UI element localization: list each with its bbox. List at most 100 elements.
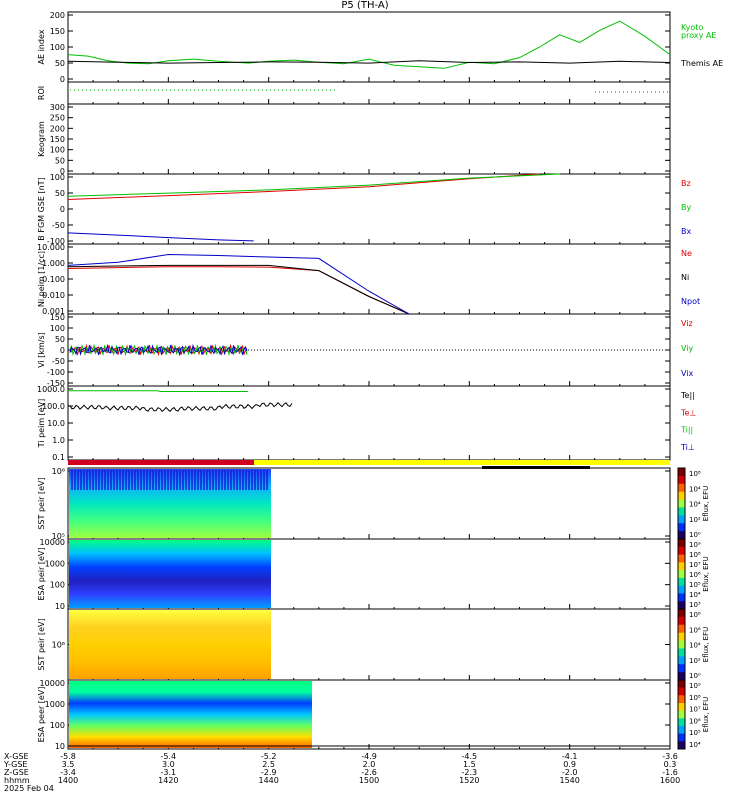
panel-ylabel: Vi [km/s] xyxy=(37,332,46,368)
ni-series-line xyxy=(67,264,410,315)
ytick-label: 100 xyxy=(50,581,65,590)
colorbar-tick: 10⁶ xyxy=(689,571,701,579)
ytick-label: -50 xyxy=(52,221,65,230)
ytick-label: 50 xyxy=(55,335,65,344)
vi-series-line xyxy=(69,343,248,357)
colorbar-swatch xyxy=(678,585,685,594)
ytick-label: 1000 xyxy=(45,559,65,568)
xaxis-tick-label: -2.6 xyxy=(361,768,377,777)
colorbar-swatch xyxy=(678,648,685,657)
colorbar-tick: 10³ xyxy=(689,601,701,609)
b-series-line xyxy=(67,232,254,242)
legend-label: Ti⊥ xyxy=(680,443,695,452)
colorbar-swatch xyxy=(678,475,685,485)
colorbar-tick: 10⁰ xyxy=(689,531,701,539)
xaxis-tick-label: 2.5 xyxy=(262,760,275,769)
ytick-label: 200 xyxy=(50,11,65,20)
panel-ylabel: Ni peim [1/cc] xyxy=(37,251,46,307)
ytick-label: 10000 xyxy=(40,538,65,547)
legend-label: Ti|| xyxy=(680,426,693,435)
legend-label: Ne xyxy=(681,249,692,258)
colorbar-swatch xyxy=(678,680,685,689)
colorbar-swatch xyxy=(678,703,685,712)
xaxis-tick-label: -4.1 xyxy=(562,752,578,761)
figure-title: P5 (TH-A) xyxy=(341,0,389,11)
xaxis-row-label: hhmm xyxy=(4,776,30,785)
ytick-label: 10.000 xyxy=(37,243,65,252)
ytick-label: 0.010 xyxy=(42,291,65,300)
ytick-label: 0 xyxy=(60,346,65,355)
colorbar-swatch xyxy=(678,710,685,719)
ytick-label: 10.0 xyxy=(47,419,65,428)
panel-ylabel: B FGM GSE [nT] xyxy=(37,177,46,240)
spectrogram-esa-electron xyxy=(69,681,312,748)
legend-label: proxy AE xyxy=(681,31,716,40)
colorbar-tick: 10⁶ xyxy=(689,717,701,725)
colorbar-swatch xyxy=(678,562,685,571)
colorbar-tick: 10⁵ xyxy=(689,581,701,589)
legend-label: Ni xyxy=(681,273,689,282)
colorbar-label: Eflux, EFU xyxy=(702,697,710,732)
panel-ylabel: SST peir [eV] xyxy=(37,618,46,670)
colorbar-swatch xyxy=(678,672,685,681)
colorbar-swatch xyxy=(678,601,685,610)
colorbar-swatch xyxy=(678,616,685,626)
colorbar-swatch xyxy=(678,632,685,642)
colorbar-swatch xyxy=(678,507,685,516)
xaxis-tick-label: 1540 xyxy=(559,776,579,785)
colorbar-tick: 10⁹ xyxy=(689,682,701,690)
mode-bar-red xyxy=(68,460,254,465)
panel-ylabel: Keogram xyxy=(37,121,46,157)
colorbar xyxy=(677,538,686,610)
ytick-label: 1.0 xyxy=(52,436,65,445)
colorbar-tick: 10⁸ xyxy=(689,551,701,559)
colorbar-swatch xyxy=(678,640,685,649)
colorbar-swatch xyxy=(678,499,685,508)
colorbar-swatch xyxy=(678,726,685,735)
colorbar-swatch xyxy=(678,609,685,618)
spectrogram-esa-ion xyxy=(69,540,271,608)
xaxis-tick-label: -5.2 xyxy=(261,752,277,761)
ytick-label: 100 xyxy=(50,324,65,333)
colorbar-swatch xyxy=(678,570,685,579)
colorbar-tick: 10² xyxy=(689,657,701,665)
xaxis-row-label: 2025 Feb 04 xyxy=(4,784,54,793)
colorbar-swatch xyxy=(678,718,685,727)
panel-ylabel: ROI xyxy=(37,86,46,100)
colorbar-swatch xyxy=(678,733,685,742)
colorbar-tick: 10⁴ xyxy=(689,501,701,509)
colorbar-tick: 10² xyxy=(689,516,701,524)
xaxis-tick-label: 3.0 xyxy=(162,760,175,769)
mode-bar-yellow xyxy=(254,460,670,465)
xaxis-tick-label: -5.8 xyxy=(60,752,76,761)
colorbar-tick: 10⁷ xyxy=(689,561,701,569)
legend-label: Bz xyxy=(681,179,691,188)
ytick-label: -150 xyxy=(47,379,65,388)
eclipse-bar xyxy=(482,466,590,469)
colorbar-swatch xyxy=(678,515,685,524)
legend-label: Vix xyxy=(681,369,694,378)
colorbar-tick: 10⁷ xyxy=(689,706,701,714)
ytick-label: 0 xyxy=(60,205,65,214)
b-series-line xyxy=(67,173,560,197)
ytick-label: 0.100 xyxy=(42,275,65,284)
colorbar-tick: 10⁴ xyxy=(689,741,701,749)
colorbar-tick: 10⁴ xyxy=(689,485,701,493)
legend-label: Themis AE xyxy=(680,59,723,68)
xaxis-tick-label: -2.3 xyxy=(462,768,478,777)
ytick-label: 150 xyxy=(50,27,65,36)
colorbar-swatch xyxy=(678,695,685,704)
panel-ylabel: Ti peim [eV] xyxy=(37,399,46,449)
panel-frame xyxy=(67,103,671,175)
xaxis-row-label: X-GSE xyxy=(4,752,29,761)
ti-series-line xyxy=(68,390,248,392)
colorbar-tick: 10⁴ xyxy=(689,591,701,599)
ytick-label: 1.000 xyxy=(42,259,65,268)
colorbar-swatch xyxy=(678,531,685,540)
xaxis-tick-label: -4.5 xyxy=(462,752,478,761)
colorbar-swatch xyxy=(678,656,685,665)
ytick-label: 50 xyxy=(55,189,65,198)
panel-frame xyxy=(67,385,671,461)
ae-series-line xyxy=(67,20,671,69)
